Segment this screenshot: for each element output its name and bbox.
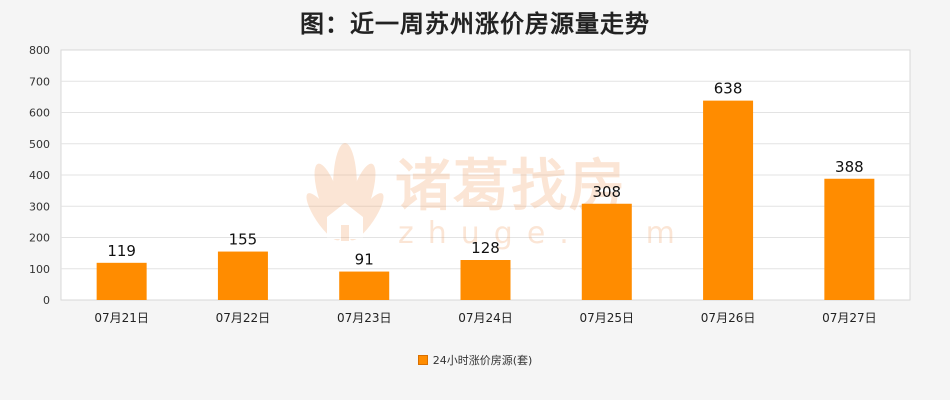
chart-title: 图：近一周苏州涨价房源量走势 <box>300 10 650 38</box>
legend-label: 24小时涨价房源(套) <box>432 354 533 367</box>
data-label: 119 <box>107 242 136 260</box>
y-tick-label: 700 <box>29 75 50 88</box>
bar <box>460 260 511 300</box>
bar <box>339 271 390 300</box>
x-tick-label: 07月27日 <box>822 311 877 325</box>
bar <box>96 262 147 300</box>
data-label: 155 <box>229 231 258 249</box>
y-tick-label: 100 <box>29 263 50 276</box>
y-tick-label: 600 <box>29 107 50 120</box>
x-tick-label: 07月25日 <box>580 311 635 325</box>
watermark-subtext: zhuge.com <box>398 216 689 251</box>
bar <box>581 203 632 300</box>
data-label: 638 <box>714 80 743 98</box>
legend: 24小时涨价房源(套) <box>0 352 950 368</box>
y-tick-label: 400 <box>29 169 50 182</box>
y-tick-label: 0 <box>43 294 50 307</box>
bar <box>217 251 268 300</box>
data-label: 91 <box>355 251 374 269</box>
bar <box>824 178 875 300</box>
x-tick-label: 07月22日 <box>216 311 271 325</box>
data-label: 128 <box>471 239 500 257</box>
y-tick-label: 300 <box>29 200 50 213</box>
y-tick-label: 500 <box>29 138 50 151</box>
y-tick-label: 200 <box>29 232 50 245</box>
x-tick-label: 07月21日 <box>94 311 149 325</box>
legend-swatch <box>417 355 428 365</box>
data-label: 388 <box>835 158 864 176</box>
watermark-logo-icon <box>306 143 384 241</box>
x-tick-label: 07月26日 <box>701 311 756 325</box>
data-label: 308 <box>592 183 621 201</box>
y-tick-label: 800 <box>29 44 50 57</box>
bar <box>703 100 754 300</box>
x-tick-label: 07月23日 <box>337 311 392 325</box>
x-tick-label: 07月24日 <box>458 311 513 325</box>
